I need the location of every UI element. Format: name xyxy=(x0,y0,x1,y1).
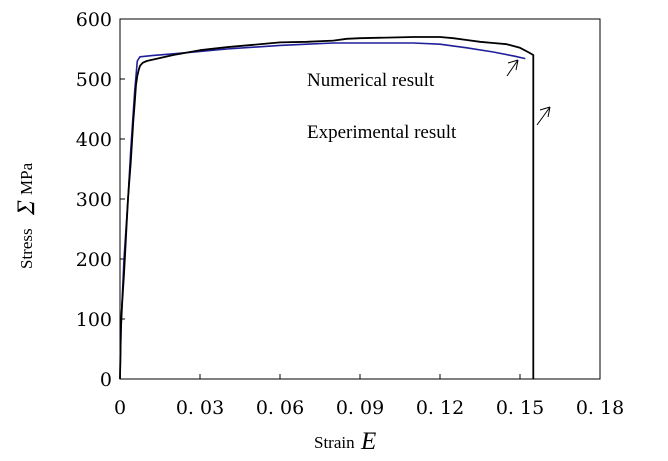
x-axis-ticks: 0 0. 03 0. 06 0. 09 0. 12 0. 15 0. 18 xyxy=(114,374,624,419)
y-axis-variable: Σ xyxy=(13,200,40,216)
y-axis-title: Stress xyxy=(17,228,36,269)
x-tick-label: 0 xyxy=(114,397,126,419)
y-tick-label: 200 xyxy=(76,249,112,271)
numerical-result-line xyxy=(119,42,526,380)
x-axis-title: Strain xyxy=(314,433,355,452)
y-tick-label: 0 xyxy=(100,369,112,391)
annotation-numerical: Numerical result xyxy=(307,59,519,91)
x-tick-label: 0. 12 xyxy=(416,397,464,419)
numerical-result-label: Numerical result xyxy=(307,70,435,91)
x-axis-variable: E xyxy=(360,428,376,455)
x-tick-label: 0. 06 xyxy=(256,397,304,419)
x-tick-label: 0. 09 xyxy=(336,397,384,419)
series-layer xyxy=(119,36,535,380)
y-tick-label: 500 xyxy=(76,69,112,91)
experimental-arrow xyxy=(536,106,551,126)
x-axis-label: Strain E xyxy=(314,428,376,455)
annotation-experimental: Experimental result xyxy=(307,106,551,143)
experimental-result-line xyxy=(119,36,535,380)
y-axis-ticks: 0 100 200 300 400 500 600 xyxy=(76,9,125,391)
x-tick-label: 0. 18 xyxy=(576,397,624,419)
y-tick-label: 400 xyxy=(76,129,112,151)
y-tick-label: 100 xyxy=(76,309,112,331)
experimental-result-label: Experimental result xyxy=(307,122,457,143)
y-axis-label: Stress Σ MPa xyxy=(13,162,40,269)
numerical-arrow xyxy=(506,59,519,77)
y-tick-label: 300 xyxy=(76,189,112,211)
y-axis-unit: MPa xyxy=(17,162,36,195)
y-tick-label: 600 xyxy=(76,9,112,31)
x-tick-label: 0. 15 xyxy=(496,397,544,419)
x-tick-label: 0. 03 xyxy=(176,397,224,419)
